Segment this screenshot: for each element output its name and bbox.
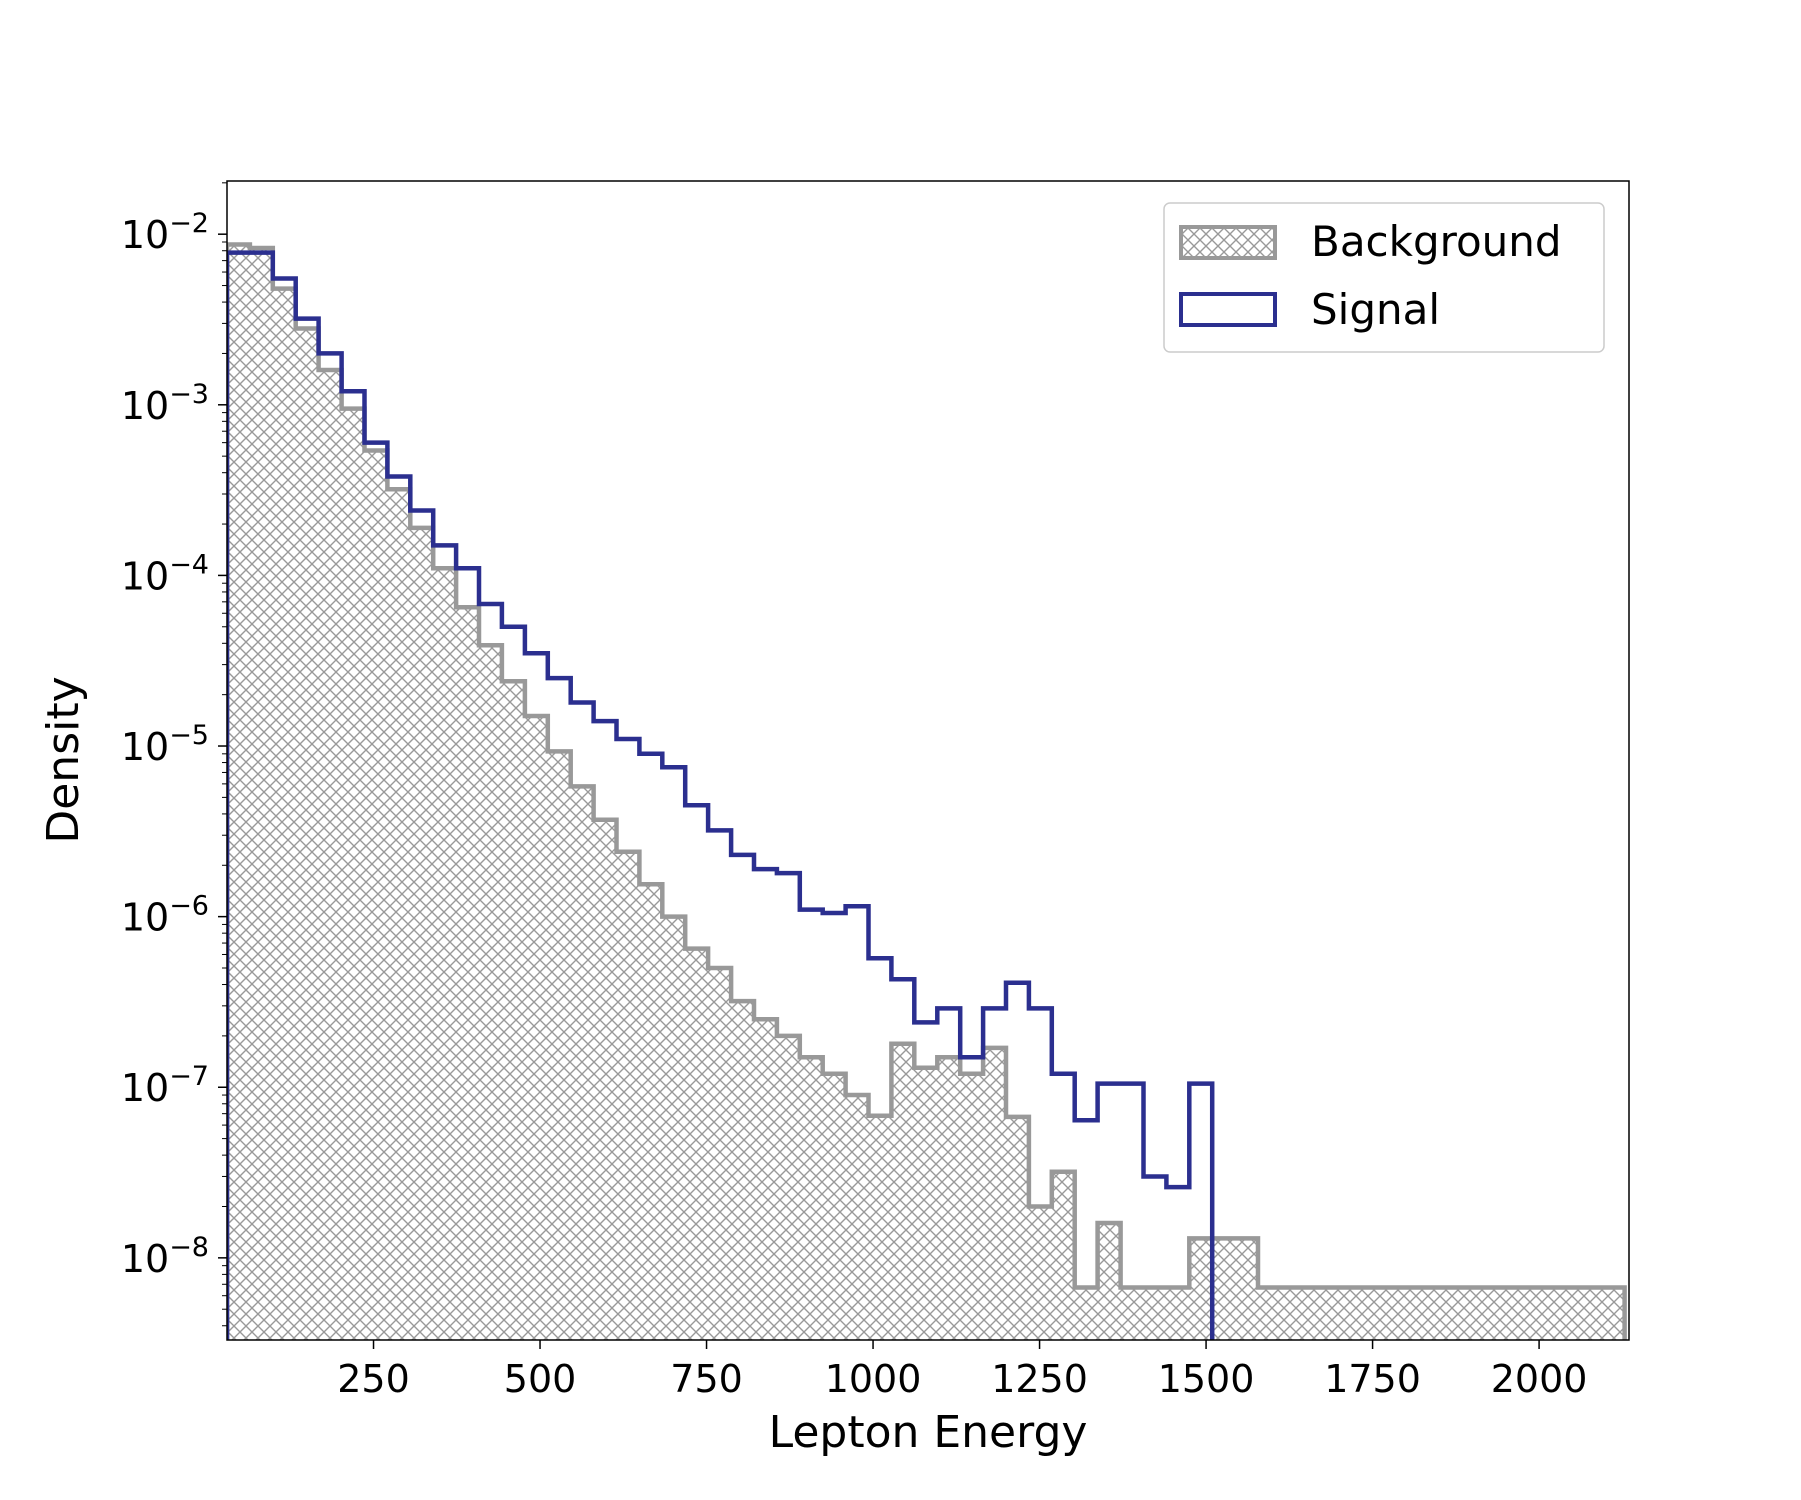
y-tick-label: 10−2 [121,208,209,257]
y-tick-label: 10−3 [121,379,209,428]
x-axis-label: Lepton Energy [769,1407,1088,1458]
legend: Background Signal [1163,202,1605,353]
y-tick-label: 10−4 [121,549,209,598]
x-tick-label: 2000 [1491,1357,1588,1401]
x-tick-label: 250 [337,1357,410,1401]
plot-area [227,242,1627,1340]
y-tick-label: 10−7 [121,1061,209,1110]
signal-histogram-outline [227,250,1215,1340]
y-axis-label: Density [38,676,89,843]
x-tick-label: 1000 [825,1357,922,1401]
axes-frame [226,180,1630,1341]
y-tick-label: 10−8 [121,1232,209,1281]
x-tick-label: 500 [504,1357,577,1401]
y-tick-label: 10−5 [121,720,209,769]
legend-label-background: Background [1311,217,1562,266]
x-tick-label: 750 [670,1357,743,1401]
x-axis-ticks: 250 500 750 1000 1250 1500 1750 2000 [337,1340,1587,1401]
legend-label-signal: Signal [1311,285,1440,334]
background-histogram-fill [227,244,1625,1340]
x-tick-label: 1250 [991,1357,1088,1401]
x-tick-label: 1750 [1324,1357,1421,1401]
legend-swatch-background [1179,225,1277,260]
legend-swatch-signal [1179,292,1277,327]
y-tick-label: 10−6 [121,891,209,940]
x-tick-label: 1500 [1158,1357,1255,1401]
background-histogram-outline [227,242,1627,1340]
y-axis-ticks: 10−2 10−3 10−4 10−5 10−6 10−7 10−8 [121,182,227,1327]
